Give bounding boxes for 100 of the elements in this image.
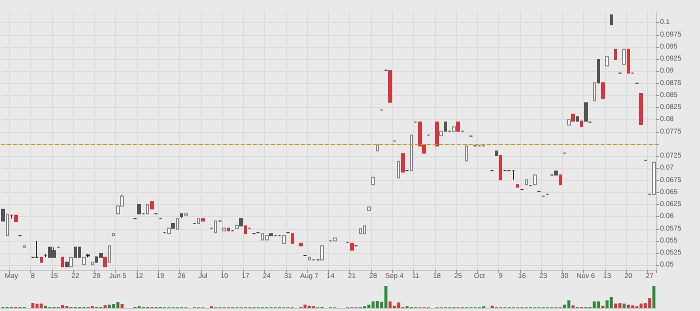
candlestick (167, 228, 171, 234)
bar (372, 301, 375, 308)
candlestick (171, 222, 175, 229)
candlestick (593, 82, 596, 102)
bar (112, 304, 116, 308)
candlestick (584, 102, 588, 122)
candlestick (82, 256, 86, 266)
candlestick (465, 145, 468, 162)
bar (563, 304, 566, 308)
candlestick (397, 160, 400, 178)
candlestick (146, 204, 149, 214)
candlestick (65, 262, 69, 268)
candlestick (74, 246, 77, 258)
candlestick (333, 237, 337, 242)
candlestick (367, 206, 371, 211)
bar (626, 304, 630, 308)
candlestick (499, 155, 502, 180)
candlestick (239, 218, 243, 226)
candlestick (61, 256, 64, 268)
candlestick (401, 153, 405, 173)
bar (652, 286, 656, 308)
candlestick (265, 235, 269, 240)
candlestick (244, 225, 247, 234)
candlestick (601, 82, 605, 99)
candlestick (350, 242, 354, 251)
candlestick (439, 130, 443, 136)
bar (572, 305, 575, 308)
candlestick (627, 48, 630, 74)
candlestick (282, 235, 286, 244)
candlestick (559, 174, 562, 186)
candlestick (52, 246, 56, 258)
candlestick (23, 245, 26, 248)
candlestick (622, 48, 626, 65)
bar (597, 301, 600, 308)
bar (116, 302, 120, 308)
candlestick (525, 179, 528, 186)
candlestick (14, 214, 18, 222)
candlestick (222, 228, 226, 232)
candlestick (571, 114, 575, 122)
candlestick (299, 242, 303, 246)
candlestick (605, 56, 609, 66)
candlestick (269, 233, 273, 236)
bar (592, 301, 596, 308)
candlestick (291, 233, 294, 244)
candlestick (363, 225, 366, 234)
bar (640, 304, 643, 308)
candlestick (201, 218, 205, 222)
bar (36, 304, 39, 308)
candlestick (652, 162, 656, 195)
candlestick (197, 218, 200, 224)
bar (610, 297, 613, 308)
candlestick (103, 256, 107, 268)
candlestick (91, 262, 94, 266)
candlestick (78, 246, 81, 258)
candlestick (376, 144, 379, 152)
bar (618, 303, 622, 308)
candlestick (639, 92, 643, 126)
candlestick (388, 70, 392, 103)
candlestick (1, 208, 5, 222)
candlestick (567, 119, 571, 126)
bar (567, 300, 570, 308)
candlestick (495, 150, 498, 156)
candlestick (533, 174, 537, 186)
candlestick (150, 201, 154, 210)
candlestick (227, 228, 230, 232)
candlestick (180, 213, 183, 219)
bar (397, 302, 400, 308)
candlestick (35, 240, 39, 258)
bar (631, 305, 634, 308)
candlestick (614, 48, 617, 60)
candlestick (108, 245, 111, 263)
bar (648, 298, 652, 308)
bar (108, 304, 111, 308)
bar (120, 304, 124, 308)
candlestick (554, 170, 558, 176)
candlestick (516, 184, 519, 188)
bar (384, 286, 388, 308)
bar (367, 304, 370, 308)
candlestick (435, 122, 439, 146)
candlestick (184, 213, 188, 216)
candlestick (444, 122, 447, 132)
bar (304, 304, 307, 308)
candlestick (452, 126, 456, 132)
candlestick (580, 120, 583, 127)
candlestick (512, 170, 515, 180)
bar (61, 305, 64, 308)
bar (614, 304, 618, 308)
candlestick (610, 14, 613, 26)
candlestick (235, 224, 239, 229)
candlestick (48, 246, 52, 258)
candlestick (137, 204, 141, 214)
candlestick (576, 116, 579, 122)
candlestick (308, 256, 311, 260)
bar (388, 301, 392, 308)
candlestick (359, 228, 362, 234)
candlestick (214, 220, 217, 234)
candlestick (86, 253, 90, 258)
bar (622, 304, 626, 308)
candlestick (456, 122, 460, 132)
candlestick (320, 245, 324, 260)
